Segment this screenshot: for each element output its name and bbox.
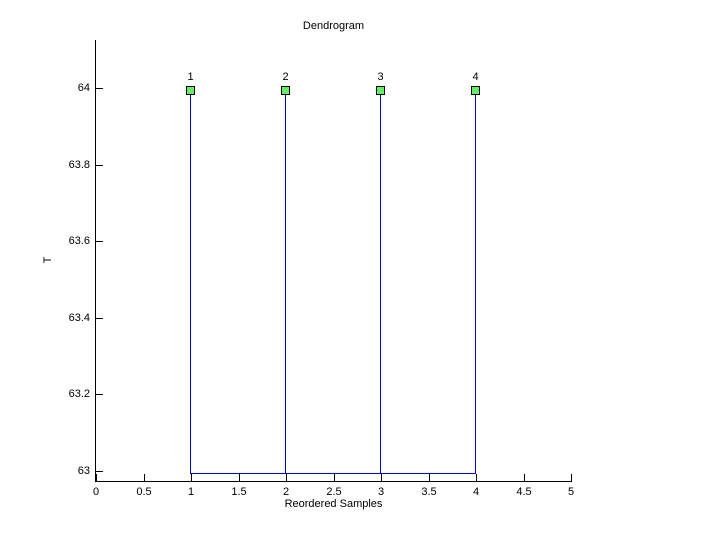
dendrogram-link-horizontal (190, 473, 476, 474)
x-tick-label: 0.5 (136, 486, 152, 498)
y-tick-label: 64 (77, 82, 90, 94)
leaf-marker (471, 86, 480, 95)
x-tick-label: 3.5 (421, 486, 437, 498)
x-tick-label: 1 (187, 486, 195, 498)
y-tick-label: 63.6 (68, 235, 90, 247)
plot-axes-box (95, 40, 572, 482)
dendrogram-link-vertical (190, 90, 191, 474)
leaf-marker (376, 86, 385, 95)
y-tick-label: 63.4 (68, 312, 90, 324)
x-tick (239, 474, 240, 481)
x-tick-label: 0 (92, 486, 100, 498)
x-tick-label: 4.5 (516, 486, 532, 498)
leaf-marker (281, 86, 290, 95)
x-tick (96, 474, 97, 481)
x-tick-label: 2 (282, 486, 290, 498)
y-axis-label: T (42, 256, 54, 264)
x-tick-label: 5 (567, 486, 575, 498)
x-tick (334, 474, 335, 481)
leaf-label: 1 (187, 71, 194, 83)
y-tick (96, 88, 103, 89)
y-tick-label: 63 (77, 465, 90, 477)
y-tick (96, 394, 103, 395)
x-axis-label: Reordered Samples (284, 498, 383, 510)
x-tick (286, 474, 287, 481)
x-tick-label: 3 (377, 486, 385, 498)
y-tick (96, 241, 103, 242)
x-tick-label: 1.5 (231, 486, 247, 498)
chart-title: Dendrogram (302, 20, 365, 32)
y-tick (96, 318, 103, 319)
leaf-label: 2 (282, 71, 289, 83)
y-tick-label: 63.8 (68, 159, 90, 171)
dendrogram-link-vertical (380, 90, 381, 474)
y-tick (96, 471, 103, 472)
x-tick (476, 474, 477, 481)
x-tick (524, 474, 525, 481)
leaf-marker (186, 86, 195, 95)
y-tick-label: 63.2 (68, 388, 90, 400)
x-tick (571, 474, 572, 481)
dendrogram-link-vertical (285, 90, 286, 474)
y-tick (96, 165, 103, 166)
dendrogram-link-vertical (475, 90, 476, 474)
leaf-label: 4 (472, 71, 479, 83)
x-tick (144, 474, 145, 481)
x-tick-label: 4 (472, 486, 480, 498)
x-tick (429, 474, 430, 481)
leaf-label: 3 (377, 71, 384, 83)
x-tick (191, 474, 192, 481)
x-tick-label: 2.5 (326, 486, 342, 498)
x-tick (381, 474, 382, 481)
